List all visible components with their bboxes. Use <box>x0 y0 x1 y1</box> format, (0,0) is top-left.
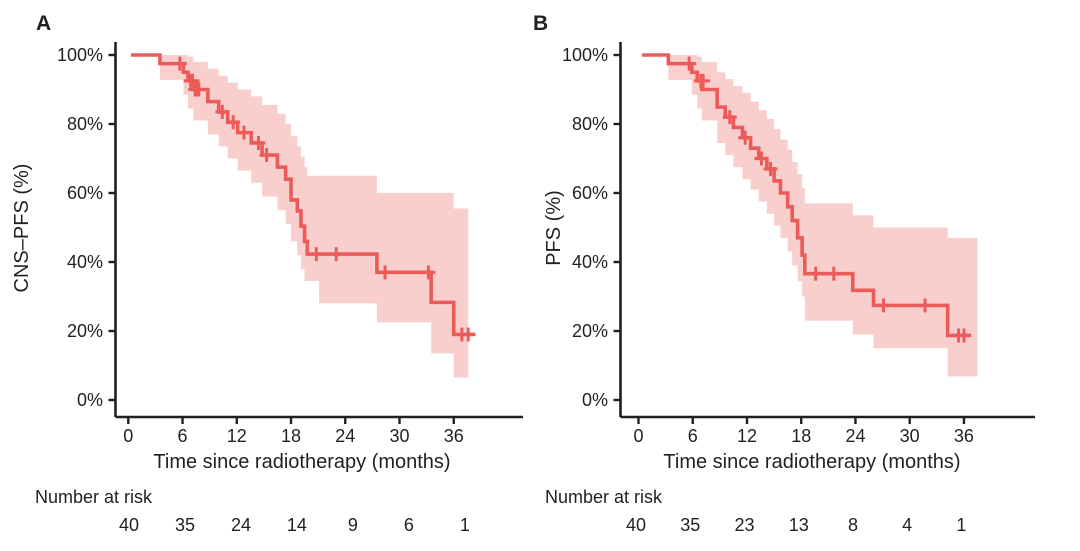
censor-mark-b <box>738 130 753 145</box>
risk-count-a: 14 <box>286 515 307 535</box>
censor-mark-a <box>309 247 324 262</box>
y-tick-label-a: 80% <box>66 114 103 134</box>
y-tick-label-b: 100% <box>561 45 608 65</box>
risk-count-a: 40 <box>118 515 140 535</box>
censor-mark-b <box>808 266 823 281</box>
y-tick-label-b: 80% <box>571 114 608 134</box>
risk-count-b: 1 <box>956 515 967 535</box>
risk-count-a: 35 <box>174 515 195 535</box>
y-tick-label-a: 40% <box>66 252 103 272</box>
x-tick-label-a: 18 <box>281 426 302 446</box>
panel-a-letter: A <box>36 12 52 35</box>
panel-b-y-axis-title: PFS (%) <box>543 190 565 266</box>
censor-mark-a <box>259 148 274 163</box>
censor-mark-a <box>251 135 266 150</box>
panel-b-x-axis-title: Time since radiotherapy (months) <box>663 451 961 473</box>
confidence-band-a <box>159 55 469 378</box>
censor-mark-b <box>876 298 891 313</box>
x-tick-label-b: 12 <box>736 426 757 446</box>
y-tick-label-a: 0% <box>76 390 103 410</box>
y-tick-label-b: 20% <box>571 321 608 341</box>
x-tick-label-b: 18 <box>791 426 812 446</box>
censor-mark-a <box>191 82 206 97</box>
x-tick-label-b: 24 <box>845 426 866 446</box>
confidence-band-b <box>668 55 978 377</box>
censor-mark-b <box>754 151 769 166</box>
censor-mark-a <box>329 247 344 262</box>
x-tick-label-a: 0 <box>123 426 134 446</box>
censor-mark-b <box>826 266 841 281</box>
x-tick-label-a: 12 <box>226 426 247 446</box>
censor-mark-b <box>696 73 711 88</box>
censor-mark-a <box>226 115 241 130</box>
censor-mark-a <box>185 73 200 88</box>
panel-b-letter: B <box>533 12 549 35</box>
censor-mark-b <box>722 110 737 125</box>
censor-mark-b <box>918 298 933 313</box>
x-tick-label-b: 30 <box>899 426 920 446</box>
risk-count-b: 8 <box>847 515 858 535</box>
x-tick-label-a: 6 <box>177 426 188 446</box>
panel-a-y-axis-title: CNS–PFS (%) <box>11 163 33 293</box>
risk-count-b: 13 <box>788 515 809 535</box>
censor-mark-b <box>682 56 697 71</box>
y-tick-label-a: 60% <box>66 183 103 203</box>
risk-count-a: 9 <box>347 515 358 535</box>
x-tick-label-b: 36 <box>953 426 974 446</box>
censor-mark-a <box>172 56 187 71</box>
y-tick-label-b: 60% <box>571 183 608 203</box>
censor-mark-a <box>378 265 393 280</box>
panel-a-risk-header: Number at risk <box>35 487 153 507</box>
censor-mark-b <box>763 161 778 176</box>
censor-mark-a <box>215 104 230 119</box>
y-tick-label-a: 100% <box>56 45 103 65</box>
risk-count-a: 6 <box>403 515 414 535</box>
risk-count-b: 35 <box>680 515 701 535</box>
x-tick-label-b: 0 <box>633 426 644 446</box>
risk-count-b: 4 <box>902 515 913 535</box>
x-tick-label-a: 36 <box>443 426 464 446</box>
y-tick-label-b: 40% <box>571 252 608 272</box>
risk-count-b: 40 <box>625 515 647 535</box>
risk-count-a: 24 <box>230 515 251 535</box>
panel-a-x-axis-title: Time since radiotherapy (months) <box>153 451 451 473</box>
censor-mark-b <box>956 328 971 343</box>
censor-mark-a <box>421 265 436 280</box>
risk-count-a: 1 <box>459 515 470 535</box>
x-tick-label-b: 6 <box>687 426 698 446</box>
y-tick-label-b: 0% <box>581 390 608 410</box>
censor-mark-a <box>237 125 252 140</box>
x-tick-label-a: 30 <box>389 426 410 446</box>
x-tick-label-a: 24 <box>335 426 356 446</box>
censor-mark-a <box>461 327 476 342</box>
risk-count-b: 23 <box>734 515 755 535</box>
panel-b-risk-header: Number at risk <box>545 487 663 507</box>
y-tick-label-a: 20% <box>66 321 103 341</box>
